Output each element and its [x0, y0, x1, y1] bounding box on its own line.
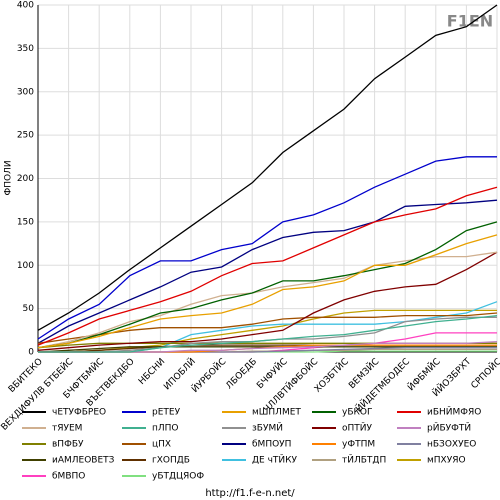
- legend-label: ДЕ чТЙКУ: [252, 454, 298, 466]
- legend-label: пЛПО: [152, 424, 179, 434]
- y-tick-label: 250: [17, 131, 34, 141]
- y-axis-label: ФПОЛИ: [4, 160, 14, 195]
- legend-label: уБКОГ: [342, 408, 372, 418]
- legend-label: уФТПМ: [342, 440, 375, 450]
- series-line: [37, 221, 498, 349]
- legend-label: гХОПДБ: [152, 456, 190, 466]
- series-line: [37, 156, 497, 340]
- legend-label: рЕТЕУ: [152, 408, 181, 418]
- legend-label: тЯУЕМ: [52, 424, 82, 434]
- series-line: [37, 199, 498, 344]
- legend-label: иАМЛЕОВЕТЗ: [52, 456, 115, 466]
- x-tick-label: ЧЛЛВТЙФБОЙС: [261, 355, 320, 414]
- watermark: F1EN: [447, 12, 493, 31]
- x-tick-label: НБСНИ: [137, 357, 167, 387]
- y-tick-label: 400: [17, 1, 34, 11]
- legend-label: цПХ: [152, 440, 171, 450]
- legend-label: нБЗОХУЕО: [427, 440, 476, 450]
- legend-label: бМВПО: [52, 472, 85, 482]
- legend-label: мШПЛМЕТ: [252, 408, 301, 418]
- x-tick-label: ЛБОЕДБ: [224, 357, 259, 392]
- series-line: [37, 251, 498, 351]
- legend-label: рЙБУФТЙ: [427, 422, 471, 434]
- y-tick-label: 150: [17, 217, 34, 227]
- legend-label: зБУМЙ: [252, 422, 283, 434]
- legend-label: тЙЛБТДП: [342, 454, 386, 466]
- y-tick-label: 0: [28, 348, 34, 358]
- y-tick-label: 300: [17, 87, 34, 97]
- series-line: [37, 4, 498, 331]
- legend-label: мПХУЯО: [427, 456, 466, 466]
- series-line: [37, 234, 498, 349]
- footer: http://f1.f-e-n.net/: [205, 488, 295, 499]
- legend-label: бМПОУП: [252, 440, 291, 450]
- series-line: [38, 314, 498, 353]
- y-tick-label: 50: [23, 304, 35, 314]
- legend-label: иБНЙМФЯО: [427, 406, 481, 418]
- series-line: [37, 346, 497, 353]
- series-line: [37, 251, 498, 349]
- legend-label: чЕТУФБРЕО: [52, 408, 106, 418]
- y-tick-label: 100: [17, 261, 34, 271]
- legend-label: вПФБУ: [52, 440, 84, 450]
- legend-label: оПТЙУ: [342, 422, 373, 434]
- y-tick-label: 350: [17, 44, 34, 54]
- x-tick-label: СРПОЙС: [468, 355, 500, 391]
- legend-label: уБТДЦЯОФ: [152, 472, 204, 482]
- series-line: [37, 186, 498, 346]
- y-tick-label: 200: [17, 174, 34, 184]
- x-tick-label: ЙЙДЕТМБОДЕС: [353, 355, 412, 414]
